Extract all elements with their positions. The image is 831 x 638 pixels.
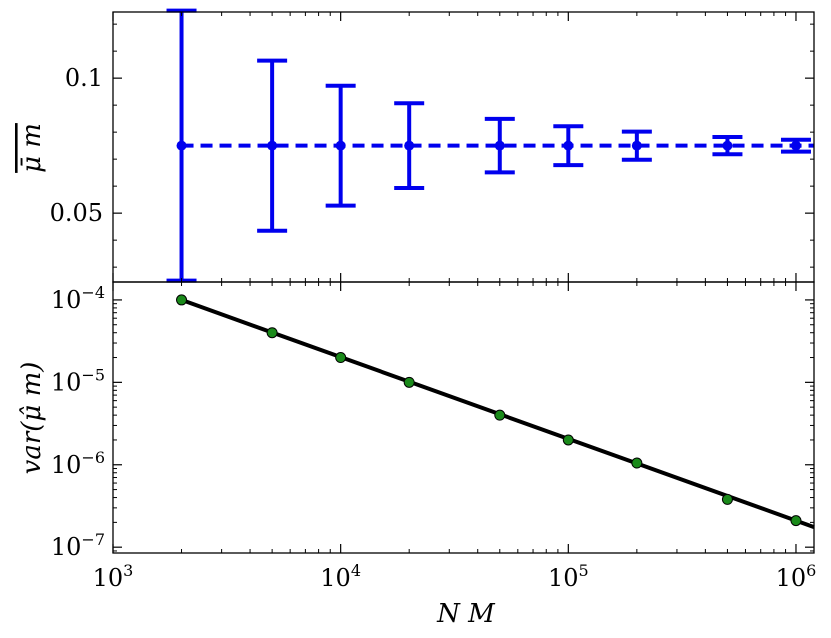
x-tick-label: 105	[548, 561, 589, 592]
mean-point	[267, 140, 278, 151]
bottom-y-tick-label: 10−5	[51, 365, 105, 396]
bottom-panel: 103 104 105 106 10−7 10−6 10−5 10−4 var(μ̂ m) N…	[17, 281, 816, 629]
x-tick-label: 106	[776, 561, 817, 592]
variance-point	[266, 327, 278, 339]
mean-point	[335, 140, 346, 151]
bottom-y-tick-label: 10−6	[51, 448, 105, 479]
top-axes: 0.05 0.1	[50, 12, 814, 282]
top-y-axis-label-text: μ̄ m	[17, 123, 47, 173]
variance-point	[335, 352, 347, 364]
variance-point	[494, 409, 506, 421]
bottom-y-axis-label: var(μ̂ m)	[17, 362, 47, 475]
variance-point	[721, 493, 733, 505]
mean-point	[790, 140, 801, 151]
bottom-plot-marks	[176, 294, 815, 529]
top-y-axis-label: μ̄ m	[17, 123, 47, 173]
top-y-tick-label: 0.05	[50, 199, 103, 227]
variance-point	[562, 434, 574, 446]
top-y-tick-label: 0.1	[65, 64, 103, 92]
mean-point	[404, 140, 415, 151]
bottom-y-tick-label: 10−4	[51, 283, 105, 314]
mean-point	[494, 140, 505, 151]
mean-point	[722, 140, 733, 151]
bottom-y-tick-label: 10−7	[51, 530, 105, 561]
mean-point	[176, 140, 187, 151]
mean-point	[631, 140, 642, 151]
mean-point	[563, 140, 574, 151]
variance-point	[790, 515, 802, 527]
top-plot-marks	[166, 8, 814, 283]
bottom-plot-frame	[112, 281, 815, 554]
top-panel: 0.05 0.1 μ̄ m	[17, 8, 815, 283]
bottom-axes: 103 104 105 106 10−7 10−6 10−5 10−4	[51, 282, 816, 592]
variance-point	[403, 376, 415, 388]
variance-point	[631, 457, 643, 469]
x-tick-label: 104	[320, 561, 361, 592]
x-axis-label: N M	[436, 599, 496, 629]
variance-point	[176, 294, 188, 306]
x-tick-label: 103	[93, 561, 134, 592]
